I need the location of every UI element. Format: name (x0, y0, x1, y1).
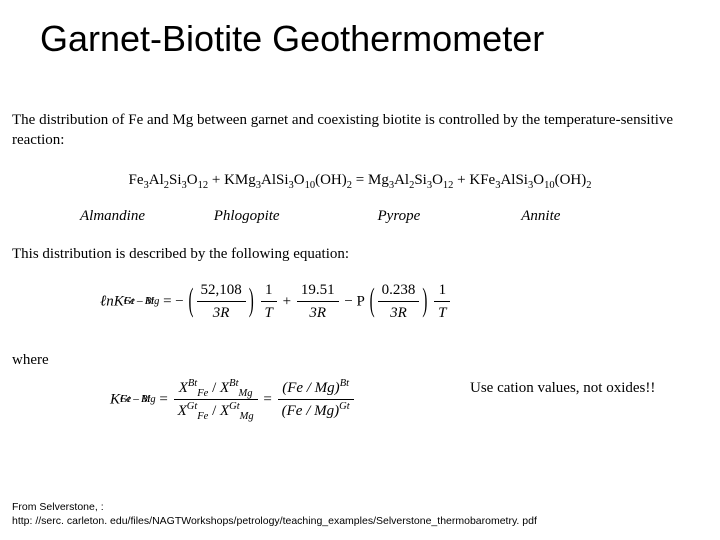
mineral-phlogopite: Phlogopite (214, 206, 374, 226)
slide-title: Garnet-Biotite Geothermometer (40, 18, 700, 60)
mineral-pyrope: Pyrope (378, 206, 518, 226)
slide: Garnet-Biotite Geothermometer The distri… (0, 0, 720, 540)
reaction-equation: Fe3Al2Si3O12 + KMg3AlSi3O10(OH)2 = Mg3Al… (12, 170, 708, 190)
desc-text-2: This distribution is described by the fo… (12, 244, 708, 264)
mineral-names-row: Almandine Phlogopite Pyrope Annite (12, 206, 708, 226)
k-definition-equation: K Gt – Bt Fe – Mg = XBtFe / XBtMg XGtFe … (110, 378, 530, 422)
citation-line-2: http: //serc. carleton. edu/files/NAGTWo… (12, 514, 537, 528)
side-note: Use cation values, not oxides!! (470, 380, 690, 397)
citation: From Selverstone, : http: //serc. carlet… (12, 500, 537, 528)
intro-text: The distribution of Fe and Mg between ga… (12, 110, 708, 151)
citation-line-1: From Selverstone, : (12, 500, 537, 514)
mineral-almandine: Almandine (80, 206, 210, 226)
where-label: where (12, 350, 708, 370)
mineral-annite: Annite (521, 206, 560, 226)
distribution-equation: ℓnK Gt – Bt Fe – Mg = − (52,1083R) 1T + … (100, 280, 660, 324)
